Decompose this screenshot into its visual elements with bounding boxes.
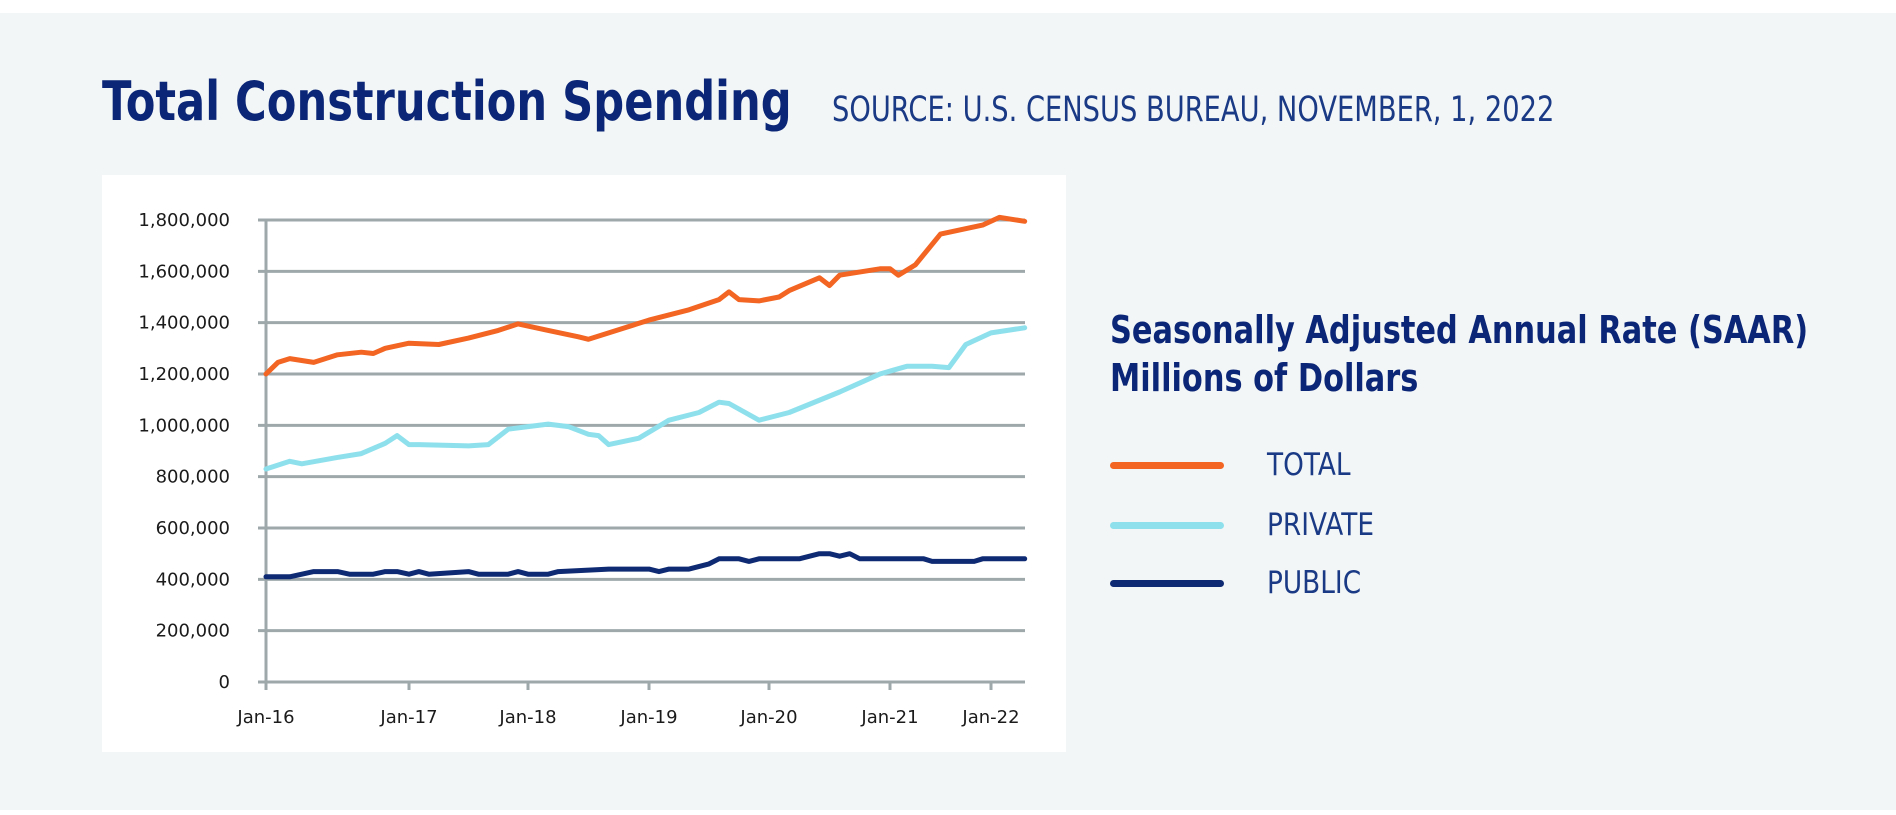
series-line-total [263, 214, 1028, 377]
page-title: Total Construction Spending [102, 70, 792, 133]
x-tick-label: Jan-20 [739, 707, 797, 728]
legend-item-total: TOTAL [1110, 445, 1351, 485]
x-tick-label: Jan-18 [498, 707, 556, 728]
legend-item-public: PUBLIC [1110, 563, 1361, 603]
chart-svg: 0 200,000 400,000 600,000 800,000 1,000,000 1,… [138, 210, 1028, 728]
x-tick-label: Jan-17 [379, 707, 437, 728]
y-tick-label: 1,400,000 [138, 313, 230, 334]
y-tick-label: 1,000,000 [138, 415, 230, 436]
y-tick-label: 1,600,000 [138, 261, 230, 282]
source-note: SOURCE: U.S. CENSUS BUREAU, NOVEMBER, 1,… [832, 90, 1555, 130]
legend-swatch-public [1110, 579, 1224, 587]
y-tick-label: 0 [219, 672, 230, 693]
legend-label-public: PUBLIC [1267, 565, 1362, 601]
x-tick-label: Jan-19 [619, 707, 677, 728]
legend-title-line-1: Seasonally Adjusted Annual Rate (SAAR) [1110, 308, 1809, 352]
legend-title: Seasonally Adjusted Annual Rate (SAAR) M… [1110, 306, 1808, 402]
x-tick-label: Jan-16 [236, 707, 294, 728]
series-line-public [263, 551, 1028, 580]
y-tick-label: 1,800,000 [138, 210, 230, 231]
x-tick-label: Jan-22 [961, 707, 1019, 728]
series-line-private [263, 325, 1028, 472]
x-tick-label: Jan-21 [860, 707, 918, 728]
y-tick-label: 600,000 [156, 518, 230, 539]
legend-label-private: PRIVATE [1267, 507, 1375, 543]
y-tick-label: 200,000 [156, 621, 230, 642]
y-tick-label: 800,000 [156, 467, 230, 488]
legend-swatch-private [1110, 521, 1224, 529]
legend-title-line-2: Millions of Dollars [1110, 356, 1419, 400]
y-tick-label: 1,200,000 [138, 364, 230, 385]
line-chart: 0 200,000 400,000 600,000 800,000 1,000,000 1,… [102, 175, 1066, 752]
legend-swatch-total [1110, 461, 1224, 469]
legend-item-private: PRIVATE [1110, 505, 1374, 545]
legend-label-total: TOTAL [1267, 447, 1351, 483]
y-tick-label: 400,000 [156, 569, 230, 590]
